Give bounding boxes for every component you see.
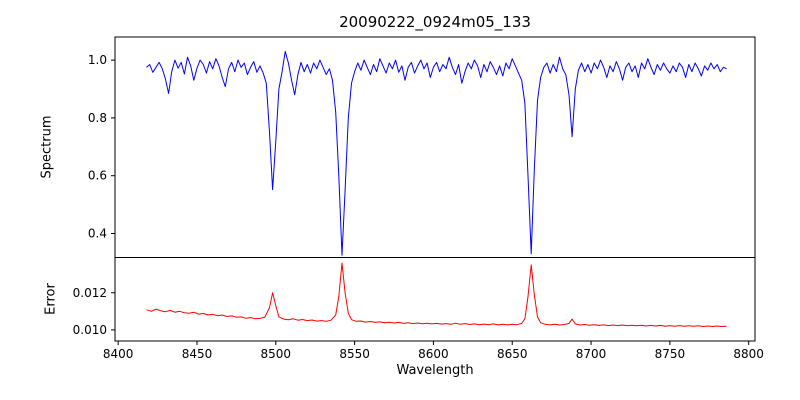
error-line <box>146 262 727 327</box>
error-ytick-label: 0.012 <box>73 286 107 300</box>
plot-title: 20090222_0924m05_133 <box>339 13 531 31</box>
spectrum-ytick-label: 0.4 <box>88 227 107 241</box>
xtick-label: 8700 <box>576 347 607 361</box>
x-axis-label: Wavelength <box>396 363 474 378</box>
xtick-label: 8800 <box>733 347 764 361</box>
spectrum-line <box>146 50 727 256</box>
xtick-label: 8400 <box>103 347 134 361</box>
error-axes-spines <box>114 257 756 342</box>
spectrum-ytick-label: 1.0 <box>88 53 107 67</box>
spectrum-axes-spines <box>114 36 756 258</box>
xtick-label: 8550 <box>339 347 370 361</box>
spectrum-ytick-label: 0.8 <box>88 111 107 125</box>
xtick-label: 8450 <box>182 347 213 361</box>
xtick-label: 8650 <box>497 347 528 361</box>
error-ytick-label: 0.010 <box>73 323 107 337</box>
xtick-label: 8500 <box>261 347 292 361</box>
xtick-label: 8600 <box>418 347 449 361</box>
xtick-label: 8750 <box>655 347 686 361</box>
spectrum-ytick-label: 0.6 <box>88 169 107 183</box>
